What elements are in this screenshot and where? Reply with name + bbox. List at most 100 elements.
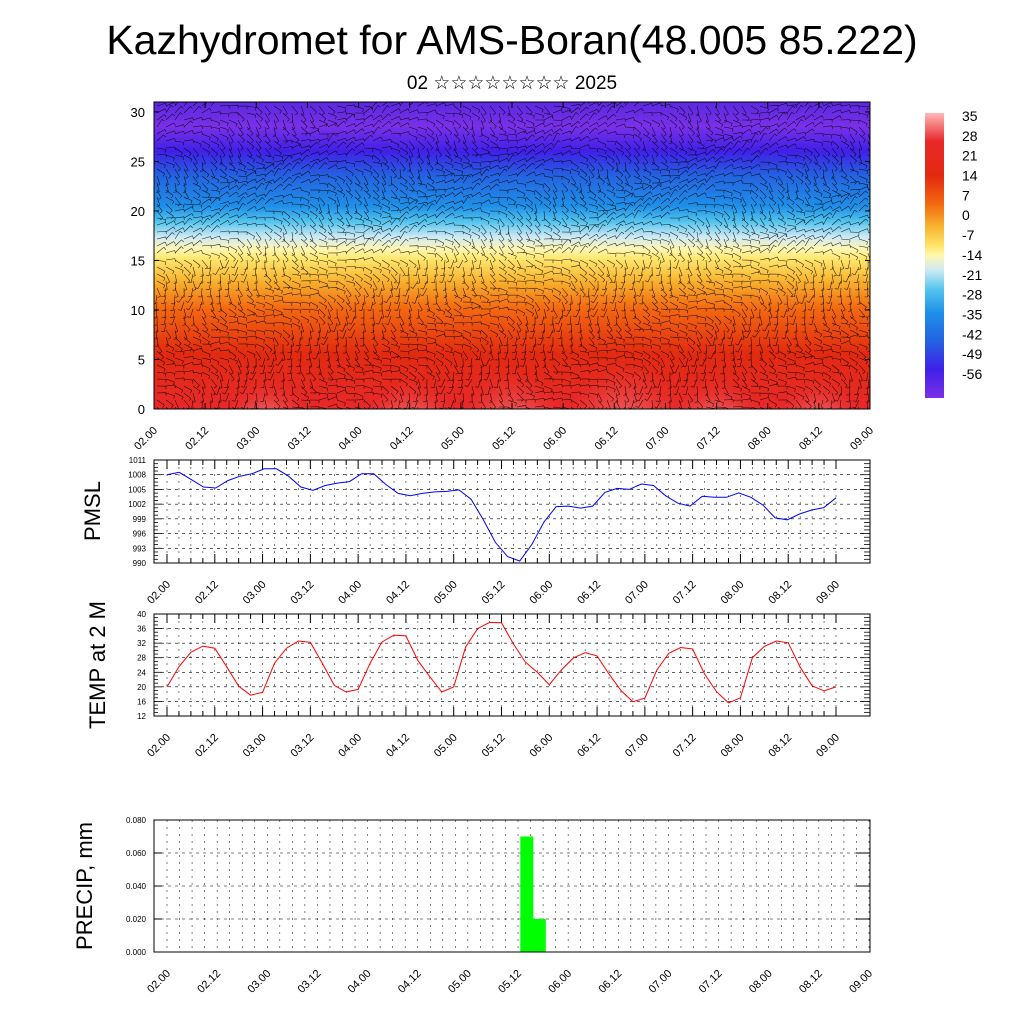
x-tick-label: 08.00 bbox=[747, 968, 775, 996]
temp-y-axis: 12 16 20 24 28 32 36 40 bbox=[137, 610, 146, 721]
temp-x-axis: 02.00 02.12 03.00 03.12 04.00 04.12 05.00 05.12… bbox=[145, 732, 842, 760]
x-tick-label: 02.00 bbox=[145, 968, 173, 996]
y-tick-label: 24 bbox=[137, 668, 146, 677]
y-tick-label: 0.060 bbox=[126, 849, 147, 858]
cross-section-y-axis: 0 5 10 15 20 25 30 bbox=[131, 105, 870, 417]
colorbar-label: -7 bbox=[962, 227, 975, 243]
colorbar-label: -14 bbox=[962, 247, 982, 263]
x-tick-label: 02.00 bbox=[145, 579, 173, 607]
y-tick-label: 0.040 bbox=[126, 882, 147, 891]
y-tick-label: 32 bbox=[137, 639, 146, 648]
colorbar-label: -28 bbox=[962, 287, 982, 303]
y-tick-label: 16 bbox=[137, 697, 146, 706]
y-tick-label: 28 bbox=[137, 654, 146, 663]
x-tick-label: 04.00 bbox=[336, 732, 364, 760]
y-tick-label: 0 bbox=[138, 402, 145, 417]
chart-subtitle: 02 ☆☆☆☆☆☆☆☆ 2025 bbox=[406, 73, 618, 94]
x-tick-label: 03.12 bbox=[289, 579, 317, 607]
x-tick-label: 05.00 bbox=[432, 579, 460, 607]
x-tick-label: 02.00 bbox=[145, 732, 173, 760]
x-tick-label: 04.00 bbox=[346, 968, 374, 996]
y-tick-label: 0.080 bbox=[126, 816, 147, 825]
x-tick-label: 06.00 bbox=[546, 968, 574, 996]
x-tick-label: 06.00 bbox=[527, 732, 555, 760]
y-tick-label: 1005 bbox=[128, 485, 146, 494]
temp-series bbox=[166, 621, 837, 704]
x-tick-label: 02.00 bbox=[132, 425, 160, 453]
colorbar-label: -49 bbox=[962, 346, 982, 362]
x-tick-label: 05.12 bbox=[496, 968, 524, 996]
y-tick-label: 40 bbox=[137, 610, 146, 619]
x-tick-label: 08.00 bbox=[719, 732, 747, 760]
pmsl-frame bbox=[153, 459, 871, 564]
x-tick-label: 04.00 bbox=[336, 579, 364, 607]
x-tick-label: 05.00 bbox=[446, 968, 474, 996]
y-tick-label: 25 bbox=[131, 154, 145, 169]
x-tick-label: 04.12 bbox=[388, 425, 416, 453]
precip-y-axis: 0.000 0.020 0.040 0.060 0.080 bbox=[126, 816, 147, 957]
precip-bar bbox=[532, 919, 546, 952]
x-tick-label: 02.12 bbox=[183, 425, 211, 453]
precip-bars bbox=[520, 836, 546, 952]
colorbar-label: -42 bbox=[962, 326, 982, 342]
x-tick-label: 08.12 bbox=[797, 968, 825, 996]
colorbar-label: -56 bbox=[962, 366, 982, 382]
pmsl-ylabel: PMSL bbox=[80, 481, 105, 541]
y-tick-label: 30 bbox=[131, 105, 145, 120]
x-tick-label: 03.00 bbox=[241, 732, 269, 760]
y-tick-label: 20 bbox=[131, 204, 145, 219]
wind-barb-strokes bbox=[154, 102, 870, 409]
x-tick-label: 03.12 bbox=[296, 968, 324, 996]
precip-ylabel: PRECIP, mm bbox=[72, 822, 97, 950]
temp-frame bbox=[153, 613, 871, 717]
x-tick-label: 08.00 bbox=[719, 579, 747, 607]
pmsl-x-axis: 02.00 02.12 03.00 03.12 04.00 04.12 05.00 05.12… bbox=[145, 579, 842, 607]
x-tick-label: 07.12 bbox=[697, 968, 725, 996]
colorbar-scale bbox=[925, 113, 944, 398]
precip-x-axis: 02.00 02.12 03.00 03.12 04.00 04.12 05.00 05.12… bbox=[145, 968, 875, 996]
x-tick-label: 09.00 bbox=[848, 425, 876, 453]
y-tick-label: 1008 bbox=[128, 471, 146, 480]
y-tick-label: 1002 bbox=[128, 500, 146, 509]
x-tick-label: 04.12 bbox=[384, 579, 412, 607]
temperature-colorbar: 35 28 21 14 7 0 -7 -14 -21 -28 -35 -42 -49 -56 bbox=[925, 108, 982, 398]
x-tick-label: 06.12 bbox=[575, 732, 603, 760]
y-tick-label: 36 bbox=[137, 625, 146, 634]
temp-line bbox=[166, 621, 837, 704]
y-tick-label: 0.020 bbox=[126, 915, 147, 924]
colorbar-label: -21 bbox=[962, 267, 982, 283]
x-tick-label: 03.00 bbox=[245, 968, 273, 996]
x-tick-label: 06.00 bbox=[527, 579, 555, 607]
x-tick-label: 02.12 bbox=[195, 968, 223, 996]
y-tick-label: 15 bbox=[131, 253, 145, 268]
y-tick-label: 990 bbox=[133, 559, 147, 568]
x-tick-label: 06.12 bbox=[575, 579, 603, 607]
x-tick-label: 07.00 bbox=[644, 425, 672, 453]
y-tick-label: 996 bbox=[133, 530, 147, 539]
x-tick-label: 06.12 bbox=[596, 968, 624, 996]
x-tick-label: 05.12 bbox=[490, 425, 518, 453]
precip-panel: 0.000 0.020 0.040 0.060 0.080 02.00 02.12 03.0… bbox=[72, 816, 875, 996]
x-tick-label: 08.12 bbox=[766, 579, 794, 607]
y-tick-label: 12 bbox=[137, 712, 146, 721]
precip-frame bbox=[153, 819, 871, 953]
x-tick-label: 05.00 bbox=[432, 732, 460, 760]
colorbar-label: 21 bbox=[962, 148, 978, 164]
chart-title: Kazhydromet for AMS-Boran(48.005 85.222) bbox=[106, 17, 918, 63]
x-tick-label: 07.12 bbox=[695, 425, 723, 453]
colorbar-label: 35 bbox=[962, 108, 978, 124]
x-tick-label: 09.00 bbox=[814, 732, 842, 760]
x-tick-label: 06.00 bbox=[541, 425, 569, 453]
x-tick-label: 06.12 bbox=[592, 425, 620, 453]
precip-bar bbox=[520, 836, 534, 952]
y-tick-label: 10 bbox=[131, 303, 145, 318]
x-tick-label: 03.00 bbox=[241, 579, 269, 607]
x-tick-label: 05.12 bbox=[480, 579, 508, 607]
y-tick-label: 993 bbox=[133, 544, 147, 553]
temp-ylabel: TEMP at 2 M bbox=[85, 601, 110, 729]
y-tick-label: 5 bbox=[138, 352, 145, 367]
x-tick-label: 09.00 bbox=[847, 968, 875, 996]
x-tick-label: 03.12 bbox=[289, 732, 317, 760]
y-tick-label: 0.000 bbox=[126, 948, 147, 957]
x-tick-label: 08.12 bbox=[766, 732, 794, 760]
